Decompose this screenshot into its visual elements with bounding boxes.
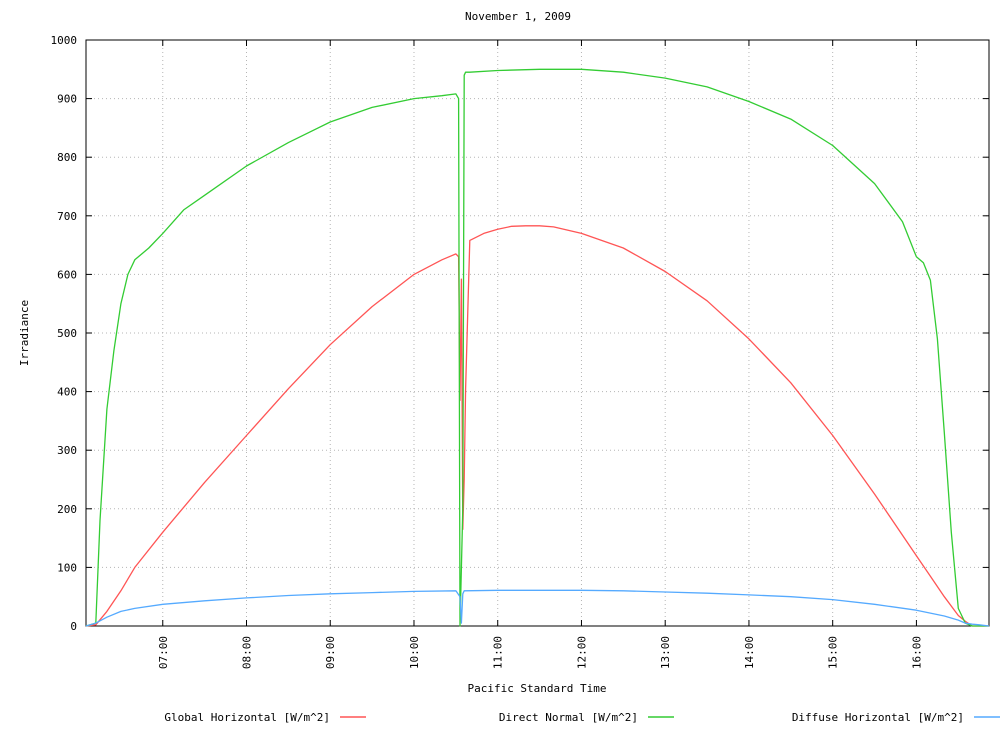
x-tick-label: 10:00 <box>408 636 421 669</box>
x-tick-label: 12:00 <box>575 636 588 669</box>
y-tick-label: 800 <box>57 151 77 164</box>
x-tick-label: 15:00 <box>827 636 840 669</box>
x-axis: 07:00 08:00 09:00 10:00 11:00 12:00 13:00 14:00… <box>157 40 923 669</box>
grid-layer <box>86 40 989 626</box>
x-tick-label: 07:00 <box>157 636 170 669</box>
series-line-0 <box>85 225 989 627</box>
chart-title: November 1, 2009 <box>465 10 571 23</box>
y-tick-label: 1000 <box>51 34 78 47</box>
y-tick-label: 0 <box>70 620 77 633</box>
x-tick-label: 09:00 <box>324 636 337 669</box>
series-line-2 <box>85 589 990 627</box>
y-axis-label: Irradiance <box>18 300 31 366</box>
y-tick-label: 300 <box>57 444 77 457</box>
legend: Global Horizontal [W/m^2] Direct Normal [… <box>164 711 1000 724</box>
y-tick-label: 400 <box>57 386 77 399</box>
x-tick-label: 16:00 <box>910 636 923 669</box>
y-tick-label: 200 <box>57 503 77 516</box>
y-tick-label: 600 <box>57 268 77 281</box>
series-layer <box>85 68 990 627</box>
legend-label: Direct Normal [W/m^2] <box>499 711 638 724</box>
x-tick-label: 11:00 <box>492 636 505 669</box>
series-line-1 <box>85 68 989 627</box>
legend-label: Diffuse Horizontal [W/m^2] <box>792 711 964 724</box>
x-tick-label: 14:00 <box>743 636 756 669</box>
plot-frame <box>85 39 990 627</box>
x-tick-label: 08:00 <box>241 636 254 669</box>
y-tick-label: 900 <box>57 93 77 106</box>
x-axis-label: Pacific Standard Time <box>467 682 606 695</box>
y-tick-label: 700 <box>57 210 77 223</box>
y-tick-label: 500 <box>57 327 77 340</box>
legend-label: Global Horizontal [W/m^2] <box>164 711 330 724</box>
x-tick-label: 13:00 <box>659 636 672 669</box>
y-tick-label: 100 <box>57 561 77 574</box>
y-axis: 0 100 200 300 400 500 600 700 800 900 1000 <box>51 34 989 633</box>
